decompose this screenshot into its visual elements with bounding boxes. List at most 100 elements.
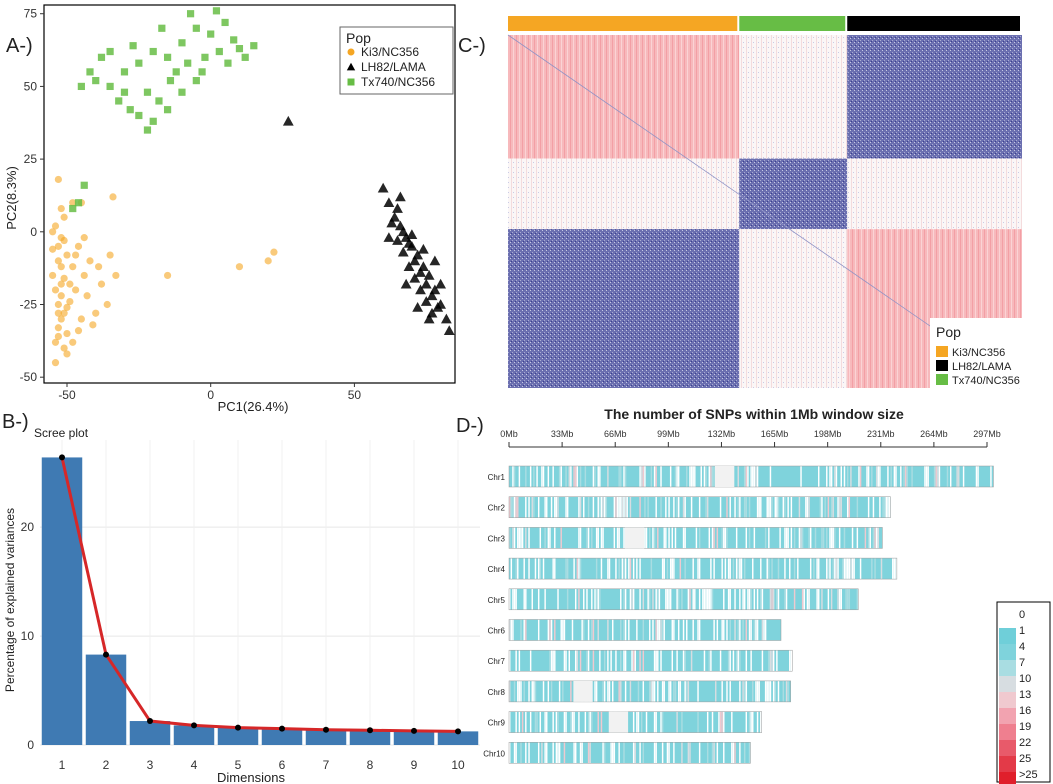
panel-d-chrom-segment — [644, 466, 646, 487]
panel-d-chrom-segment — [750, 619, 752, 641]
panel-d-chrom-segment — [624, 619, 627, 641]
panel-d-chrom-segment — [829, 466, 831, 487]
panel-d-chrom-segment — [673, 619, 675, 641]
panel-d-xtick-label: 198Mb — [814, 429, 842, 439]
panel-d-chrom-segment — [698, 619, 701, 641]
panel-d-chrom-segment — [743, 466, 746, 487]
panel-d-chrom-segment — [808, 496, 810, 518]
panel-d-chrom-segment — [562, 680, 564, 702]
panel-d-chrom-segment — [814, 527, 817, 549]
panel-d-chrom-segment — [745, 619, 748, 641]
panel-d-chrom-segment — [834, 466, 836, 487]
panel-d-chrom-segment — [594, 466, 596, 487]
panel-d-chrom-segment — [674, 680, 677, 702]
panel-d-chrom-segment — [830, 588, 833, 610]
panel-a-point — [158, 24, 166, 32]
panel-d-chrom-segment — [566, 558, 569, 580]
panel-d-chrom-segment — [603, 650, 606, 672]
panel-d-chrom-segment — [546, 496, 548, 518]
panel-d-chrom-segment — [764, 619, 767, 641]
panel-d-chrom-segment — [574, 650, 577, 672]
panel-d-chrom-segment — [784, 558, 786, 580]
panel-d-chrom-segment — [607, 680, 609, 702]
panel-d-chrom-segment — [856, 588, 859, 610]
panel-d-chrom-segment — [560, 527, 562, 549]
panel-d-chrom-segment — [760, 558, 762, 580]
panel-a-point — [250, 42, 258, 50]
panel-a-point — [394, 191, 406, 202]
panel-d-chrom-segment — [595, 588, 598, 610]
panel-d-chrom-segment — [587, 527, 590, 549]
panel-a-point — [109, 193, 117, 201]
panel-d-chrom-segment — [579, 650, 582, 672]
panel-a-point — [66, 297, 74, 306]
panel-d-chrom-segment — [840, 496, 842, 518]
panel-a-point — [54, 175, 62, 184]
panel-d-chrom-segment — [710, 650, 712, 672]
panel-d-chrom-segment — [607, 466, 609, 487]
panel-d-chrom-segment — [723, 619, 725, 641]
panel-d-chrom-segment — [518, 650, 521, 672]
panel-d-chrom-segment — [666, 742, 669, 764]
panel-b-scree-plot: B-) Scree plot 0 10 20 1 2 3 4 5 6 7 8 9 10 Dimensi… — [2, 411, 480, 784]
panel-d-chrom-segment — [745, 496, 748, 518]
panel-d-chrom-segment — [766, 680, 768, 702]
panel-d-chrom-segment — [597, 619, 599, 641]
panel-d-chrom-segment — [624, 496, 627, 518]
panel-d-chrom-segment — [710, 588, 712, 610]
panel-d-chrom-segment — [758, 680, 760, 702]
panel-a-point — [201, 53, 209, 61]
panel-d-chrom-segment — [682, 527, 685, 549]
panel-d-chrom-segment — [637, 680, 640, 702]
panel-c-legend-key — [936, 374, 948, 385]
panel-d-chrom-segment — [946, 466, 949, 487]
panel-d-chrom-segment — [581, 742, 583, 764]
panel-d-chrom-segment — [613, 527, 616, 549]
panel-a-letter: A-) — [6, 35, 33, 57]
panel-a-point — [63, 251, 71, 259]
panel-d-chrom-segment — [866, 466, 868, 487]
panel-d-chrom-segment — [800, 527, 802, 549]
panel-d-chrom-segment — [592, 466, 595, 487]
panel-d-chrom-segment — [515, 742, 517, 764]
panel-d-chrom-segment — [793, 588, 796, 610]
panel-d-legend-swatch — [999, 740, 1016, 756]
panel-d-chrom-segment — [534, 680, 537, 702]
panel-d-chrom-segment — [615, 496, 617, 518]
panel-d-chrom-segment — [660, 466, 662, 487]
panel-a-legend-title: Pop — [346, 30, 371, 46]
panel-d-chrom-segment — [871, 466, 873, 487]
panel-d-chrom-segment — [686, 619, 688, 641]
panel-d-chrom-segment — [772, 680, 775, 702]
panel-d-chrom-segment — [531, 588, 533, 610]
panel-d-chrom-segment — [602, 742, 604, 764]
panel-d-chrom-segment — [523, 558, 525, 580]
panel-c-block — [508, 158, 740, 230]
panel-d-chrom-segment — [697, 558, 699, 580]
panel-d-chrom-segment — [612, 619, 614, 641]
panel-d-chrom-segment — [743, 680, 746, 702]
panel-d-chrom-segment — [565, 496, 567, 518]
panel-d-chrom-segment — [587, 619, 590, 641]
panel-d-chrom-segment — [977, 466, 979, 487]
panel-d-chrom-segment — [748, 619, 751, 641]
panel-a-point — [83, 292, 91, 300]
panel-a-point — [74, 242, 83, 250]
panel-d-chrom-segment — [568, 466, 570, 487]
panel-d-chrom-segment — [743, 558, 746, 580]
panel-d-chrom-segment — [708, 650, 711, 672]
panel-b-point — [279, 725, 285, 732]
panel-d-chrom-segment — [761, 650, 764, 672]
panel-d-chrom-segment — [623, 527, 625, 549]
panel-d-chrom-segment — [655, 742, 657, 764]
panel-a-point — [221, 18, 229, 27]
panel-d-chrom-segment — [655, 650, 657, 672]
panel-d-chrom-segment — [661, 742, 664, 764]
panel-d-chrom-segment — [647, 588, 649, 610]
panel-d-chrom-label: Chr3 — [488, 534, 506, 543]
panel-d-chrom-segment — [550, 496, 553, 518]
panel-d-chrom-bar — [509, 558, 897, 580]
panel-d-chrom-segment — [650, 558, 653, 580]
panel-d-chrom-segment — [573, 711, 575, 733]
